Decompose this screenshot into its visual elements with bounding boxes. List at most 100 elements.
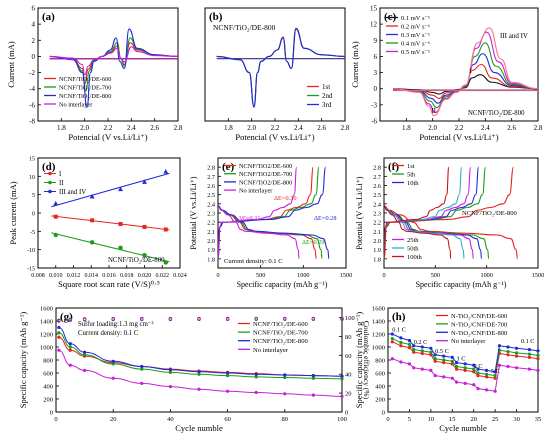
legend-entry: NCNF/TiO₂/DE-600 xyxy=(59,76,111,83)
rate-point xyxy=(450,376,454,380)
fit-line-1 xyxy=(51,215,170,231)
rate-point xyxy=(442,375,446,379)
rate-point xyxy=(493,370,497,374)
annotation: NCNF/TiO₂/DE-800 xyxy=(462,210,518,217)
legend-entry: No interlayer xyxy=(451,338,486,345)
annotation: 0.5 C xyxy=(435,348,449,355)
y-tick-label: 1.8 xyxy=(207,256,215,263)
rate-point xyxy=(407,338,412,343)
y-tick-label: 1400 xyxy=(372,319,385,326)
rate-point xyxy=(399,340,403,345)
y-tick-label: 4 xyxy=(32,21,36,29)
x-tick-label: 2.8 xyxy=(174,124,183,132)
rate-point xyxy=(484,375,489,379)
y-tick-label: 6 xyxy=(32,5,36,13)
y-tick-label: -6 xyxy=(371,118,377,126)
rate-point xyxy=(497,363,502,367)
legend-entry: 0.5 mV s⁻¹ xyxy=(401,49,430,56)
y-tick-label: 1.9 xyxy=(207,247,215,254)
panel-b: 1.8 2.0 2.2 2.4 2.6 2.8 Potencial (V vs.Li/Li⁺… xyxy=(204,7,350,142)
rate-point xyxy=(527,355,532,359)
annotation: 5 C xyxy=(491,368,500,375)
x-tick-label: 0.014 xyxy=(85,273,99,279)
capacity-point xyxy=(57,325,61,330)
y-tick-label: 1600 xyxy=(40,306,53,313)
y-tick-label: 12 xyxy=(370,21,378,29)
y-tick-label: 1200 xyxy=(372,332,385,339)
x-tick-label: 0.020 xyxy=(138,273,152,279)
rate-point xyxy=(506,364,510,369)
x-tick-label: 20 xyxy=(110,416,117,423)
panel-label: (h) xyxy=(392,311,406,323)
legend-entry: 0.2 mV s⁻¹ xyxy=(401,24,430,31)
y2-axis-label: Coulombic efficiency (%) xyxy=(362,321,371,400)
rate-point xyxy=(390,357,394,361)
y-tick-label: 2.3 xyxy=(373,211,381,218)
capacity-point xyxy=(283,373,287,377)
rate-point xyxy=(472,370,476,374)
data-point xyxy=(89,240,95,245)
y-tick-label: 800 xyxy=(43,358,53,365)
data-point xyxy=(90,218,95,223)
y-tick-label: 5 xyxy=(32,193,35,199)
efficiency-point xyxy=(111,317,115,322)
x-axis-label: Potencial (V vs.Li/Li⁺) xyxy=(235,132,314,142)
capacity-point xyxy=(83,353,87,357)
x-tick-label: 2.4 xyxy=(127,124,136,132)
x-tick-label: 0.012 xyxy=(67,273,81,279)
data-point xyxy=(53,214,58,219)
capacity-point xyxy=(311,376,315,380)
x-tick-label: 2.6 xyxy=(317,124,326,132)
rate-point xyxy=(433,359,437,363)
rate-point xyxy=(527,348,532,352)
panel-h: 0 5 10 15 20 25 30 35 0 200 400 600 800 1000 1200 1400 1… xyxy=(354,306,541,434)
y-tick-label: 15 xyxy=(29,157,35,163)
rate-point xyxy=(493,376,497,380)
panel-label: (b) xyxy=(209,11,223,23)
rate-point xyxy=(390,332,394,336)
x-tick-label: 1.8 xyxy=(57,124,66,132)
data-point xyxy=(163,227,168,232)
rate-point xyxy=(484,372,489,376)
y-axis-label: Specific capacity (mAh g⁻¹) xyxy=(354,312,364,409)
x-tick-label: 2.8 xyxy=(341,124,350,132)
series-line-3 xyxy=(216,28,346,108)
rate-point xyxy=(390,336,394,341)
y-tick-label: -15 xyxy=(27,267,35,273)
y-tick-label: 0 xyxy=(50,410,53,417)
y2-tick-label: 0 xyxy=(345,410,348,417)
capacity-point xyxy=(57,331,61,335)
legend-entry: 0.3 mV s⁻¹ xyxy=(401,32,430,39)
x-tick-label: 0.010 xyxy=(49,273,63,279)
rate-point xyxy=(493,374,497,378)
data-point xyxy=(142,224,147,229)
y-tick-label: 1400 xyxy=(40,319,53,326)
panel-label: (a) xyxy=(42,11,55,23)
annotation: 0.2 C xyxy=(414,339,428,346)
x-axis-label: Square root scan rate (V/S)⁰·⁵ xyxy=(58,279,160,289)
charge-curve-1 xyxy=(383,166,515,260)
series-line-6 xyxy=(393,27,539,117)
x-tick-label: 20 xyxy=(470,416,477,423)
capacity-point xyxy=(83,350,87,354)
data-point xyxy=(53,200,59,206)
legend-marker xyxy=(48,180,52,185)
x-tick-label: 2.2 xyxy=(455,124,464,132)
x-tick-label: 0.008 xyxy=(31,273,45,279)
rate-point xyxy=(514,346,519,350)
rate-point xyxy=(514,351,519,355)
y-tick-label: 2.4 xyxy=(373,201,381,208)
y-tick-label: 400 xyxy=(43,384,53,391)
rate-point xyxy=(429,350,433,354)
x-axis-label: Potencial (V vs.Li/Li⁺) xyxy=(68,132,147,142)
x-axis-label: Cycle numble xyxy=(175,423,223,433)
chart-title: NCNF/TiO₂/DE-800 xyxy=(213,23,276,32)
y-tick-label: 0 xyxy=(382,410,385,417)
y-axis-label: Specific capacity (mAh g⁻¹) xyxy=(18,312,28,409)
y-tick-label: 2.1 xyxy=(207,229,215,236)
x-axis-label: Specific capacity (mAh g⁻¹) xyxy=(416,280,507,289)
rate-point xyxy=(536,357,540,361)
series-line-4 xyxy=(49,46,179,76)
capacity-point xyxy=(340,394,344,398)
annotation: 0.1 C xyxy=(521,338,535,345)
